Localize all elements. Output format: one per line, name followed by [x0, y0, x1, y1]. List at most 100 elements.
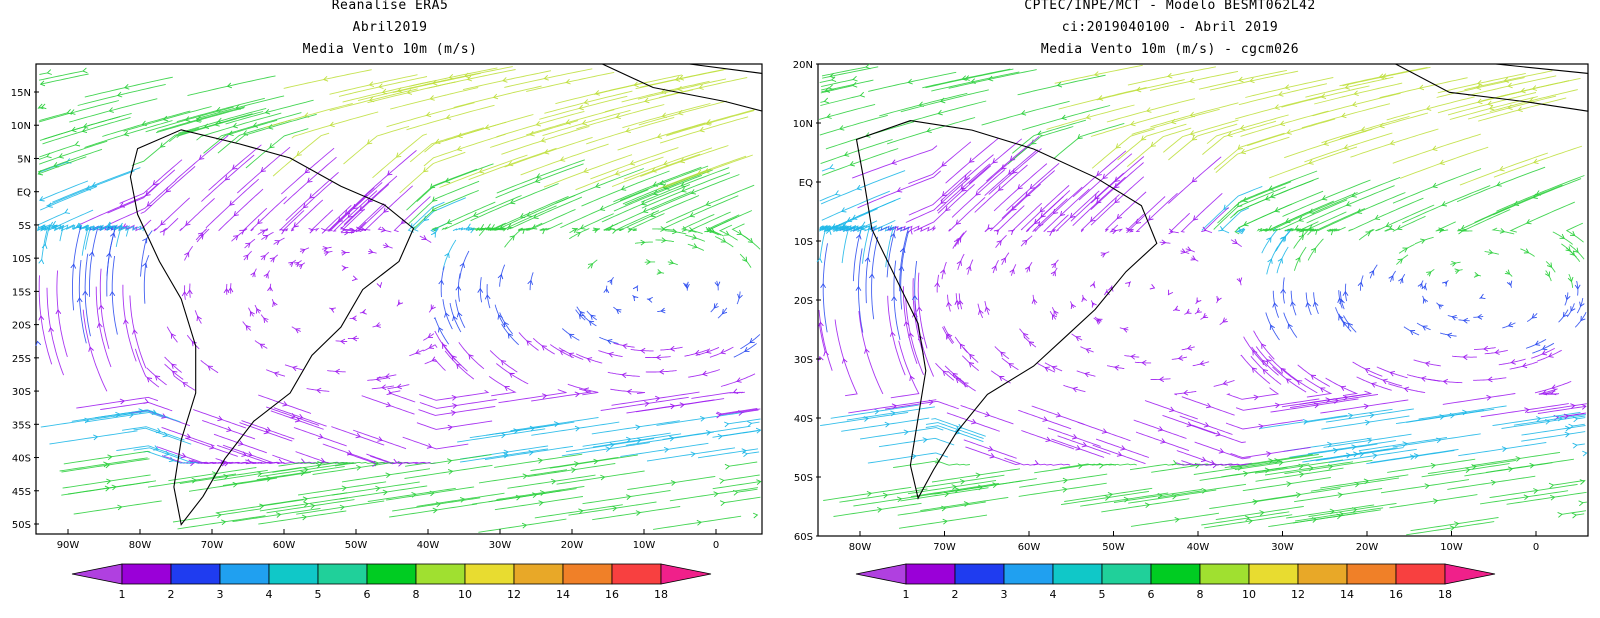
streamline-arrow [1504, 269, 1511, 275]
streamline [907, 480, 997, 495]
streamline-arrow [1262, 369, 1268, 375]
colorbar-label: 1 [903, 588, 910, 601]
streamline [46, 170, 135, 207]
streamline-arrow [593, 458, 599, 465]
streamline-arrow [245, 242, 251, 248]
streamline-arrow [1047, 231, 1053, 237]
streamline [607, 371, 640, 377]
streamline-arrow [366, 139, 373, 145]
streamline-arrow [1222, 317, 1228, 323]
streamline [388, 390, 416, 403]
lat-label: 20N [793, 60, 813, 71]
streamline-arrow [896, 496, 903, 503]
streamline-arrow [1278, 91, 1284, 97]
streamline-arrow [864, 348, 870, 354]
streamline-arrow [543, 74, 549, 81]
streamline-arrow [522, 473, 528, 480]
streamline-arrow [704, 226, 710, 233]
streamline-arrow [912, 294, 918, 301]
streamline-arrow [625, 127, 631, 134]
streamline [501, 323, 520, 346]
streamline-arrow [1171, 493, 1178, 500]
streamline [1293, 246, 1307, 271]
streamline-arrow [444, 177, 451, 184]
streamline [338, 76, 428, 97]
streamline-arrow [159, 142, 166, 148]
streamline-arrow [1148, 215, 1154, 221]
streamline-arrow [951, 484, 957, 490]
streamline [1561, 243, 1577, 258]
streamline [293, 427, 347, 447]
colorbar-label: 18 [1438, 588, 1452, 601]
streamline-arrow [334, 368, 340, 375]
colorbar-swatch [1052, 563, 1103, 585]
streamline-arrow [1579, 479, 1585, 485]
streamline [1532, 342, 1555, 354]
streamline-arrow [616, 309, 622, 315]
streamline-arrow [164, 450, 170, 457]
streamline-arrow [75, 222, 82, 229]
streamline-arrow [1528, 97, 1535, 104]
streamline [1265, 312, 1280, 341]
streamline [406, 104, 495, 131]
streamline-arrow [1286, 129, 1292, 135]
streamline [645, 370, 677, 373]
streamline-arrow [1280, 288, 1286, 294]
streamline-arrow [635, 510, 642, 516]
streamline-arrow [1381, 73, 1388, 80]
streamline-arrow [38, 315, 45, 321]
streamline [684, 349, 709, 357]
streamline-arrow [963, 501, 970, 507]
streamline-arrow [1302, 418, 1309, 425]
streamline [80, 183, 159, 225]
streamline [1181, 396, 1235, 416]
streamline-arrow [162, 115, 169, 122]
streamline [664, 230, 687, 235]
streamline-arrow [609, 442, 615, 448]
streamline [504, 68, 593, 88]
streamline-arrow [724, 230, 730, 236]
streamline-arrow [830, 76, 837, 83]
streamline-arrow [744, 346, 750, 353]
streamline [1201, 511, 1290, 526]
streamline-arrow [1295, 256, 1301, 263]
streamline-arrow [1236, 226, 1242, 232]
streamline [270, 410, 324, 430]
streamline-arrow [829, 72, 835, 79]
streamline-arrow [640, 239, 646, 246]
streamline-arrow [266, 476, 272, 482]
streamline-arrow [1033, 460, 1039, 466]
streamline-arrow [568, 333, 575, 339]
streamline [1194, 441, 1251, 460]
streamline [1384, 227, 1393, 232]
streamline-arrow [1389, 370, 1395, 377]
colorbar-swatch [562, 563, 613, 585]
streamline-arrow [621, 372, 627, 379]
streamline [1284, 459, 1373, 475]
streamline-arrow [705, 348, 712, 354]
streamline [1133, 419, 1187, 439]
streamline [1480, 490, 1569, 505]
streamline-arrow [918, 101, 924, 108]
streamline [82, 309, 108, 392]
streamline [155, 107, 245, 134]
streamline [1509, 361, 1538, 370]
streamline [1410, 517, 1499, 532]
streamline [558, 347, 584, 360]
streamline [1031, 405, 1085, 425]
streamline-arrow [1232, 238, 1238, 244]
streamline-arrow [509, 235, 515, 241]
right-coastline [855, 63, 1589, 500]
streamline-arrow [81, 127, 88, 134]
lon-label: 80W [849, 542, 872, 553]
streamline-arrow [309, 193, 315, 199]
streamline-arrow [430, 304, 436, 310]
streamline-arrow [303, 501, 309, 508]
streamline-arrow [184, 251, 190, 258]
streamline-arrow [347, 212, 353, 218]
streamline [494, 496, 583, 511]
streamline-arrow [841, 207, 847, 213]
lon-label: 50W [345, 540, 368, 551]
streamline [470, 183, 559, 222]
streamline-arrow [395, 152, 402, 158]
